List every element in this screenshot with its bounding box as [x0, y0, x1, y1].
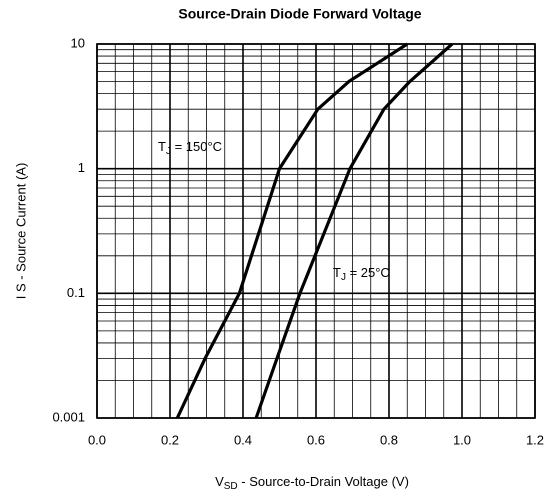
x-tick-label: 0.6: [307, 432, 325, 447]
x-label-sub: SD: [224, 481, 238, 492]
series-label-rest: = 25°C: [346, 265, 390, 280]
series-line: [175, 42, 409, 419]
series-label: TJ = 25°C: [333, 265, 390, 282]
x-tick-label: 0.0: [88, 432, 106, 447]
x-tick-label: 0.2: [161, 432, 179, 447]
x-tick-label: 0.4: [234, 432, 252, 447]
series-label: TJ = 150°C: [158, 139, 222, 156]
plot-frame: [96, 43, 536, 419]
y-tick-label: 0.1: [67, 285, 85, 300]
series-label-sub: J: [341, 272, 346, 283]
x-label-main: V: [215, 474, 224, 489]
series-label-main: T: [333, 265, 341, 280]
y-tick-label: 10: [71, 35, 85, 50]
series-label-sub: J: [166, 146, 171, 157]
x-tick-label: 0.8: [380, 432, 398, 447]
series-line: [254, 42, 454, 419]
y-tick-label: 1: [78, 160, 85, 175]
y-tick-label: 0.001: [52, 409, 85, 424]
series-label-rest: = 150°C: [171, 139, 222, 154]
y-axis-label: I S - Source Current (A): [13, 163, 28, 300]
chart-title: Source-Drain Diode Forward Voltage: [178, 6, 421, 22]
x-axis-label: VSD - Source-to-Drain Voltage (V): [215, 474, 409, 491]
series-label-main: T: [158, 139, 166, 154]
x-tick-label: 1.0: [453, 432, 471, 447]
x-label-rest: - Source-to-Drain Voltage (V): [238, 474, 409, 489]
x-tick-label: 1.2: [526, 432, 544, 447]
